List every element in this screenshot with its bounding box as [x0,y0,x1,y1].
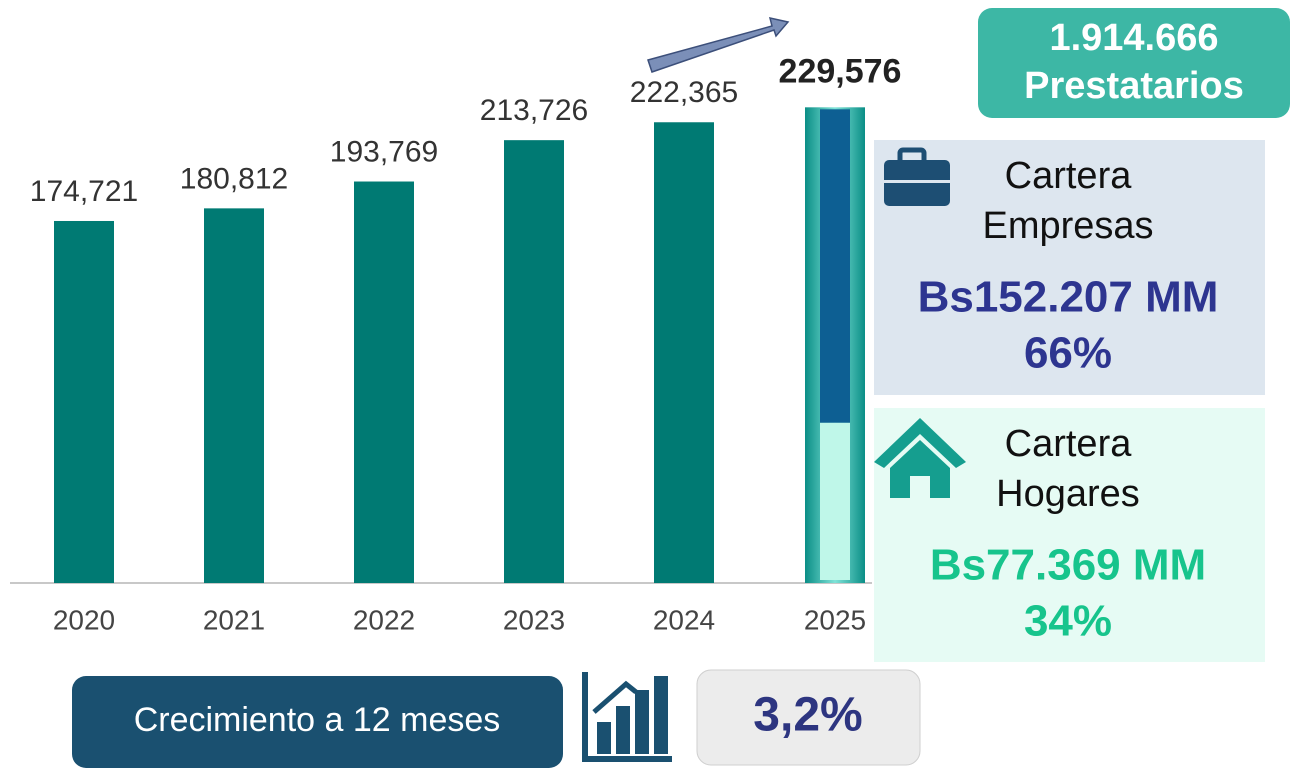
house-icon [874,418,966,498]
hogares-line2: Hogares [996,473,1140,515]
empresas-line1: Cartera [1005,155,1133,197]
x-tick-label: 2025 [804,604,866,635]
empresas-amount: Bs152.207 MM [918,273,1219,322]
bar-segment [820,109,850,423]
bar-value-label: 213,726 [480,94,588,127]
growth-icon [582,672,672,762]
bar-value-label: 229,576 [779,52,902,90]
empresas-share: 66% [1024,329,1112,378]
x-tick-label: 2023 [503,604,565,635]
bar-value-label: 222,365 [630,76,738,109]
growth-value-box [696,669,921,766]
bar [204,208,264,583]
x-tick-label: 2021 [203,604,265,635]
hogares-share: 34% [1024,597,1112,646]
trend-arrow [647,17,790,73]
bar-value-label: 193,769 [330,135,438,168]
growth-label: Crecimiento a 12 meses [134,701,501,739]
borrowers-label: Prestatarios [1024,65,1244,107]
empresas-line2: Empresas [982,205,1153,247]
bar [54,220,114,583]
growth-box [72,676,563,768]
bar-value-label: 180,812 [180,162,288,195]
bar-segment [820,422,850,580]
x-tick-label: 2024 [653,604,715,635]
borrowers-box [978,8,1290,118]
bar [654,122,714,584]
bar [354,181,414,584]
bar-value-label: 174,721 [30,175,138,208]
hogares-amount: Bs77.369 MM [930,541,1206,590]
growth-value: 3,2% [753,689,862,742]
bar [504,140,564,583]
borrowers-count: 1.914.666 [1049,17,1218,59]
x-tick-label: 2020 [53,604,115,635]
briefcase-icon [884,147,950,206]
hogares-line1: Cartera [1005,423,1133,465]
x-tick-label: 2022 [353,604,415,635]
